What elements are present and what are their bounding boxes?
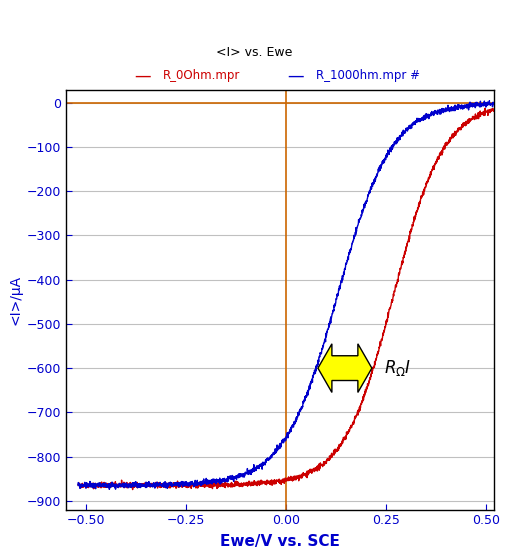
Polygon shape <box>318 344 372 393</box>
R_1000hm.mpr # <box>96 483 102 489</box>
Y-axis label: <I>/µA: <I>/µA <box>9 274 22 325</box>
R_0Ohm.mpr <box>96 482 102 489</box>
R_1000hm.mpr # <box>491 100 497 106</box>
Text: <I> vs. Ewe: <I> vs. Ewe <box>216 46 293 59</box>
R_1000hm.mpr # <box>403 128 409 134</box>
Line: R_0Ohm.mpr: R_0Ohm.mpr <box>78 109 494 489</box>
R_1000hm.mpr # <box>277 445 284 451</box>
R_1000hm.mpr # <box>478 100 485 107</box>
R_0Ohm.mpr <box>403 246 409 253</box>
X-axis label: Ewe/V vs. SCE: Ewe/V vs. SCE <box>220 534 340 549</box>
R_0Ohm.mpr <box>482 105 488 112</box>
R_1000hm.mpr # <box>106 486 112 493</box>
R_1000hm.mpr # <box>266 455 272 462</box>
Text: —: — <box>287 67 303 85</box>
R_1000hm.mpr # <box>479 101 485 108</box>
R_0Ohm.mpr <box>491 108 497 114</box>
R_1000hm.mpr # <box>486 97 492 104</box>
Text: —: — <box>134 67 151 85</box>
Text: $R_\Omega I$: $R_\Omega I$ <box>384 358 411 378</box>
R_0Ohm.mpr <box>130 486 136 493</box>
Line: R_1000hm.mpr #: R_1000hm.mpr # <box>78 101 494 489</box>
R_0Ohm.mpr <box>478 111 485 118</box>
R_0Ohm.mpr <box>479 110 485 117</box>
R_0Ohm.mpr <box>277 479 284 486</box>
Text: R_0Ohm.mpr: R_0Ohm.mpr <box>163 69 240 82</box>
R_1000hm.mpr # <box>75 482 81 489</box>
Text: R_1000hm.mpr #: R_1000hm.mpr # <box>316 69 419 82</box>
R_0Ohm.mpr <box>266 478 272 484</box>
R_0Ohm.mpr <box>75 481 81 488</box>
